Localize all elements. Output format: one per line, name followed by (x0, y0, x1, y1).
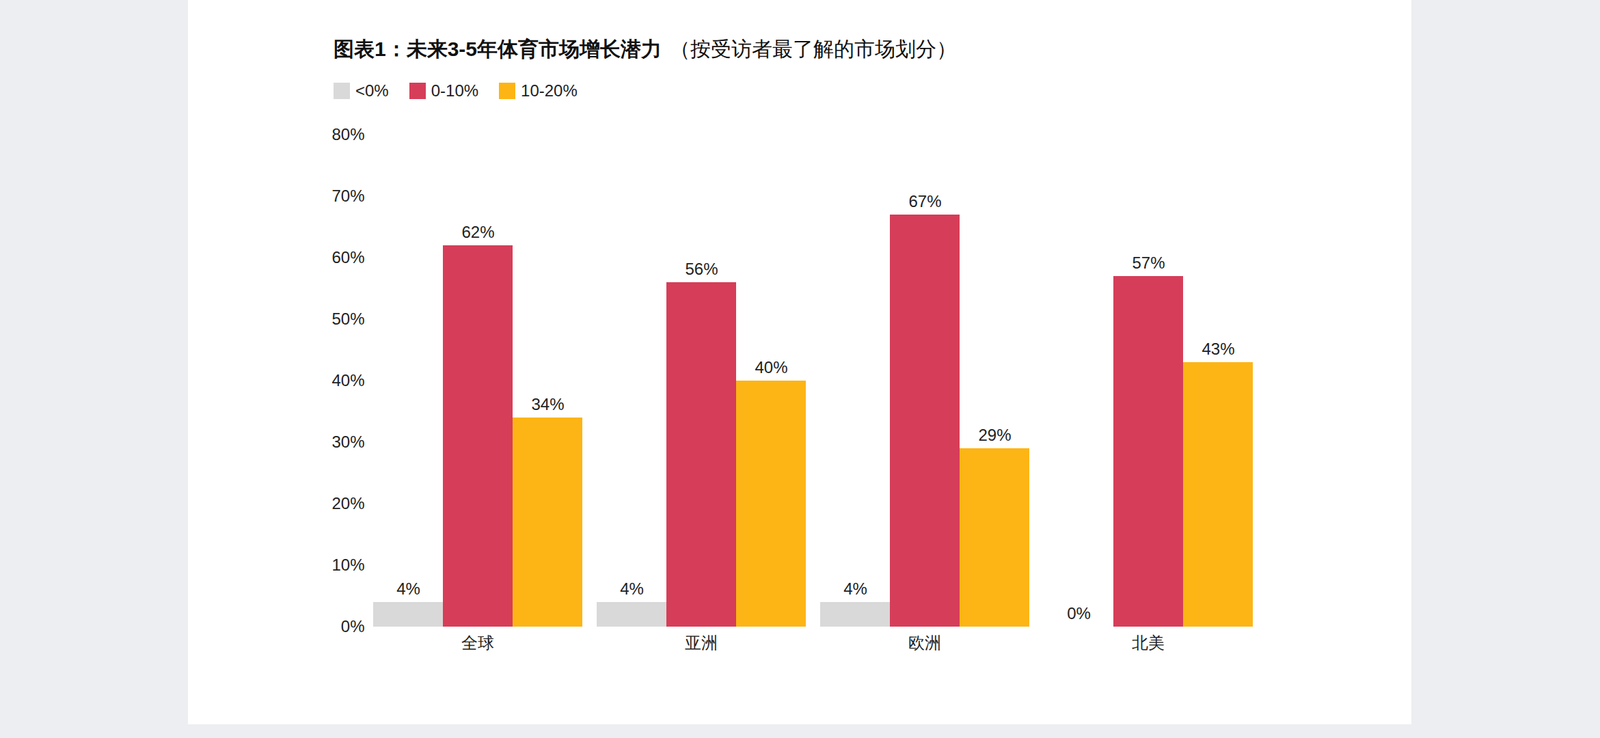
html-text:10-20%: 10-20% (520, 81, 578, 100)
svg-text:亚洲: 亚洲 (684, 633, 718, 653)
svg-text:0%: 0% (341, 617, 365, 636)
svg-text:北美: 北美 (1131, 633, 1165, 653)
html-text:图表1：未来3-5年体育市场增长潜力 （按受访者最了解的市场: 图表1：未来3-5年体育市场增长潜力 （按受访者最了解的市场划分） (333, 37, 957, 61)
svg-text:56%: 56% (684, 259, 718, 279)
svg-text:57%: 57% (1131, 253, 1165, 273)
svg-text:29%: 29% (978, 425, 1011, 445)
svg-text:34%: 34% (531, 395, 564, 414)
svg-text:50%: 50% (331, 309, 365, 329)
svg-text:全球: 全球 (461, 633, 495, 653)
svg-text:43%: 43% (1201, 339, 1235, 359)
svg-text:40%: 40% (754, 358, 788, 377)
html-text:0-10%: 0-10% (431, 81, 479, 100)
svg-text:欧洲: 欧洲 (908, 633, 942, 653)
svg-text:70%: 70% (331, 186, 365, 206)
svg-text:30%: 30% (331, 432, 365, 452)
svg-text:20%: 20% (331, 494, 365, 513)
svg-text:0%: 0% (1066, 604, 1091, 623)
svg-text:80%: 80% (331, 125, 365, 144)
svg-text:40%: 40% (331, 371, 365, 390)
svg-text:10%: 10% (331, 555, 365, 575)
svg-text:4%: 4% (396, 579, 421, 599)
html-text:<0%: <0% (355, 81, 389, 100)
svg-text:4%: 4% (619, 579, 644, 599)
svg-text:62%: 62% (461, 222, 495, 242)
svg-text:60%: 60% (331, 248, 365, 267)
svg-text:67%: 67% (908, 192, 942, 211)
svg-text:4%: 4% (843, 579, 868, 599)
